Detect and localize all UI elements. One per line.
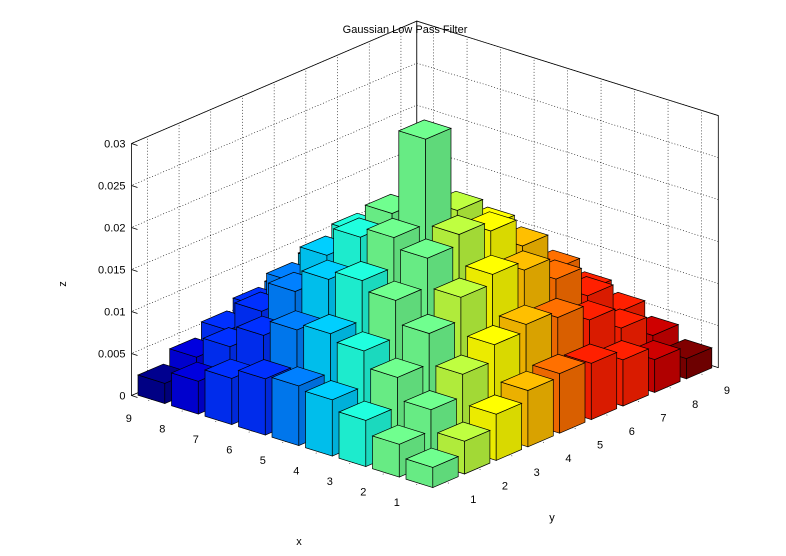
bar-top xyxy=(399,238,454,259)
bar-top xyxy=(498,304,553,325)
bar-top xyxy=(431,214,486,235)
z-tick-label: 0.03 xyxy=(104,139,125,151)
bar-top xyxy=(369,357,424,378)
bar-face xyxy=(204,369,233,426)
bar-face xyxy=(338,411,367,468)
x-tick-label: 5 xyxy=(260,455,266,467)
bar-face xyxy=(238,369,266,436)
bar-top xyxy=(468,394,523,415)
y-tick-label: 4 xyxy=(565,453,571,465)
x-tick-label: 9 xyxy=(126,413,132,425)
bar-face xyxy=(271,377,300,447)
bar-top xyxy=(270,366,326,387)
bar-top xyxy=(401,313,456,334)
bar-top xyxy=(403,390,458,411)
bar-top xyxy=(302,314,357,335)
z-tick xyxy=(131,227,138,230)
bar-top xyxy=(464,254,520,275)
x-tick-label: 6 xyxy=(226,445,232,457)
z-tick-label: 0 xyxy=(119,391,125,403)
bar-top xyxy=(404,447,460,468)
bar-top xyxy=(500,370,555,391)
bar-top xyxy=(337,400,393,421)
z-gridline xyxy=(131,62,719,186)
bars xyxy=(136,119,713,489)
z-tick-label: 0.01 xyxy=(104,307,125,319)
y-tick-label: 5 xyxy=(597,440,603,452)
z-tick-label: 0.005 xyxy=(98,349,126,361)
x-axis-label: x xyxy=(296,536,302,548)
bar-face xyxy=(590,351,618,421)
bar-face xyxy=(527,379,554,448)
x-tick-label: 4 xyxy=(293,466,299,478)
chart-title: Gaussian Low Pass Filter xyxy=(343,24,468,36)
z-gridline xyxy=(131,104,719,228)
bar-face xyxy=(305,390,333,457)
bar-top xyxy=(531,353,587,374)
bar-top xyxy=(563,343,618,364)
z-tick xyxy=(131,143,138,146)
x-tick-label: 3 xyxy=(327,476,333,488)
z-tick xyxy=(131,395,138,398)
z-tick-label: 0.02 xyxy=(104,223,125,235)
x-tick-label: 7 xyxy=(193,434,199,446)
bar-top xyxy=(367,280,423,301)
z-tick xyxy=(131,269,138,272)
bar-top xyxy=(366,217,421,238)
bar-top xyxy=(397,119,453,140)
y-tick-label: 2 xyxy=(502,480,508,492)
z-tick xyxy=(131,185,138,188)
z-tick-label: 0.025 xyxy=(98,181,126,193)
bar-face xyxy=(559,362,586,434)
bar-top xyxy=(336,331,391,352)
z-axis-label: z xyxy=(57,281,69,287)
z-tick xyxy=(131,353,138,356)
y-tick-label: 7 xyxy=(660,412,666,424)
bar-top xyxy=(433,277,488,298)
tick-labels: 0 0.005 0.01 0.015 0.02 0.025 0.03 1 2 3 4 5 6 7 8 9 1 2 3… xyxy=(98,139,730,510)
y-tick-label: 1 xyxy=(470,494,476,506)
y-tick-label: 9 xyxy=(724,385,730,397)
bar-top xyxy=(304,380,359,401)
bar-top xyxy=(434,354,490,375)
bar-top xyxy=(237,359,292,380)
z-tick-label: 0.015 xyxy=(98,265,126,277)
x-tick-label: 1 xyxy=(394,497,400,509)
y-tick-label: 8 xyxy=(692,399,698,411)
bar-top xyxy=(371,424,426,445)
bar xyxy=(404,447,460,489)
bar-top xyxy=(436,421,491,442)
bar-top xyxy=(334,261,389,281)
bar-top xyxy=(466,325,521,346)
y-tick-label: 6 xyxy=(629,426,635,438)
y-axis-label: y xyxy=(549,512,555,524)
x-tick-label: 8 xyxy=(159,424,165,436)
y-tick-label: 3 xyxy=(534,467,540,479)
x-tick-label: 2 xyxy=(360,487,366,499)
z-gridline xyxy=(131,20,719,144)
z-tick xyxy=(131,311,138,314)
